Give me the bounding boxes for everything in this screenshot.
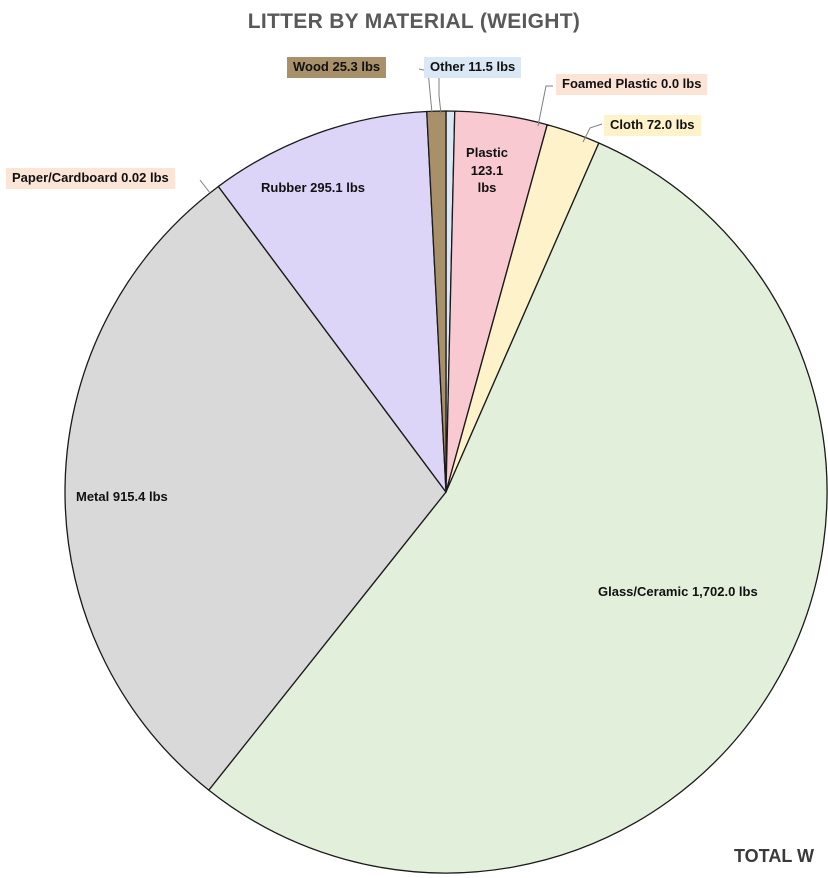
- label-plastic-line-2: 123.1: [470, 162, 504, 178]
- label-paper-cardboard: Paper/Cardboard 0.02 lbs: [6, 168, 175, 189]
- label-plastic-line-3: lbs: [477, 180, 497, 196]
- label-cloth: Cloth 72.0 lbs: [604, 115, 701, 136]
- chart-title: LITTER BY MATERIAL (WEIGHT): [247, 10, 581, 33]
- leader-line-cloth: [582, 123, 603, 143]
- label-wood: Wood 25.3 lbs: [287, 57, 387, 78]
- slice-rubber: [217, 110, 447, 493]
- label-glass-ceramic: Glass/Ceramic 1,702.0 lbs: [598, 584, 758, 599]
- label-metal: Metal 915.4 lbs: [76, 489, 168, 504]
- label-foamed-plastic: Foamed Plastic 0.0 lbs: [556, 74, 708, 95]
- leader-line-other: [438, 76, 442, 115]
- leader-line-foamed-plastic: [537, 85, 553, 127]
- leader-line-paper-cardboard: [199, 179, 211, 194]
- label-other: Other 11.5 lbs: [424, 57, 522, 78]
- slice-wood: [426, 110, 447, 493]
- label-plastic-line-1: Plastic: [466, 145, 508, 160]
- slice-metal: [64, 185, 447, 791]
- label-rubber: Rubber 295.1 lbs: [261, 180, 366, 195]
- total-weight-label: TOTAL W: [734, 846, 814, 866]
- label-plastic: Plastic 123.1 lbs: [458, 144, 516, 197]
- slice-glass-ceramic: [208, 142, 828, 874]
- pie-slices: [64, 110, 828, 874]
